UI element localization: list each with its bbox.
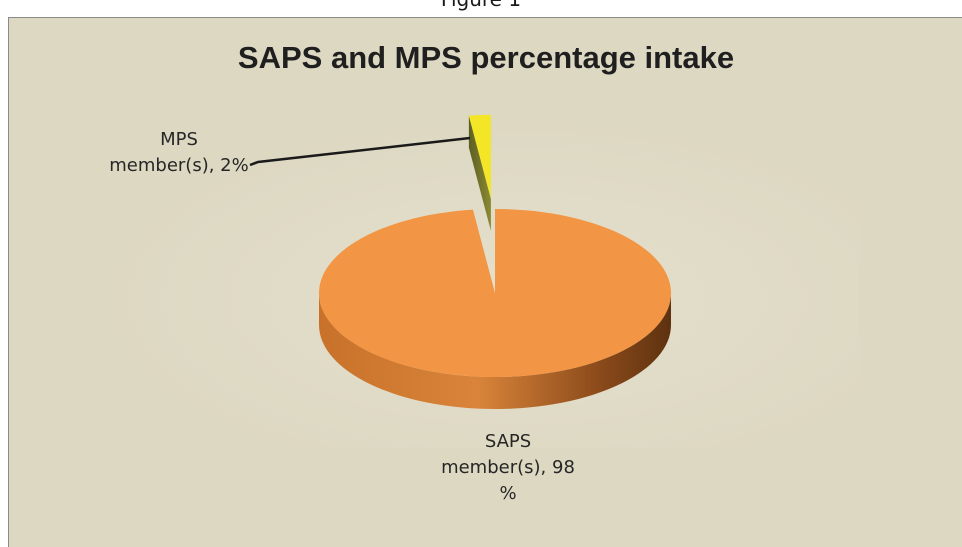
- saps-slice: [318, 209, 671, 378]
- saps-data-label: SAPS member(s), 98%: [441, 431, 575, 504]
- pie-chart: MPS member(s), 2% SAPS member(s), 98%: [99, 114, 859, 504]
- mps-data-label: MPS member(s), 2%: [109, 129, 248, 176]
- mps-slice-side: [468, 115, 491, 231]
- mps-leader-line: [249, 136, 471, 167]
- chart-area: SAPS and MPS percentage intake: [8, 17, 962, 547]
- figure-caption: Figure 1: [0, 0, 962, 11]
- saps-slice-side: [319, 293, 671, 409]
- mps-slice: [468, 114, 491, 199]
- chart-title: SAPS and MPS percentage intake: [237, 40, 735, 75]
